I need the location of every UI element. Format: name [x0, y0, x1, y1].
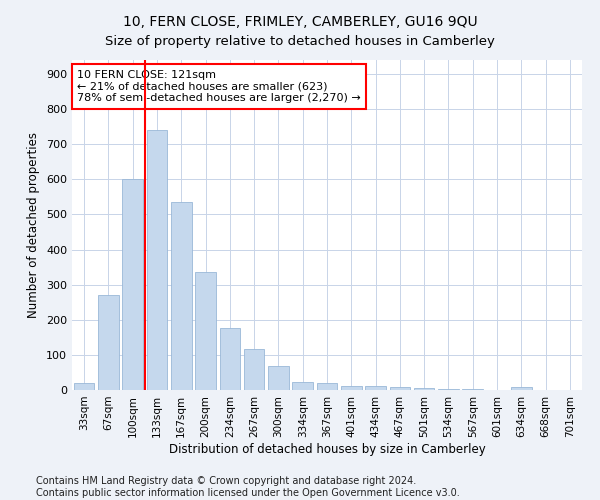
Bar	[195, 272, 216, 390]
Bar	[438, 388, 459, 390]
Y-axis label: Number of detached properties: Number of detached properties	[28, 132, 40, 318]
Bar	[220, 328, 240, 390]
Text: Size of property relative to detached houses in Camberley: Size of property relative to detached ho…	[105, 35, 495, 48]
Bar	[511, 387, 532, 390]
Bar	[365, 386, 386, 390]
Bar	[122, 180, 143, 390]
Bar	[98, 295, 119, 390]
Bar	[341, 386, 362, 390]
Text: 10 FERN CLOSE: 121sqm
← 21% of detached houses are smaller (623)
78% of semi-det: 10 FERN CLOSE: 121sqm ← 21% of detached …	[77, 70, 361, 103]
Bar	[171, 202, 191, 390]
Bar	[317, 383, 337, 390]
Text: 10, FERN CLOSE, FRIMLEY, CAMBERLEY, GU16 9QU: 10, FERN CLOSE, FRIMLEY, CAMBERLEY, GU16…	[122, 15, 478, 29]
Bar	[268, 366, 289, 390]
Bar	[292, 382, 313, 390]
X-axis label: Distribution of detached houses by size in Camberley: Distribution of detached houses by size …	[169, 442, 485, 456]
Bar	[146, 130, 167, 390]
Bar	[463, 388, 483, 390]
Bar	[414, 388, 434, 390]
Text: Contains HM Land Registry data © Crown copyright and database right 2024.
Contai: Contains HM Land Registry data © Crown c…	[36, 476, 460, 498]
Bar	[74, 383, 94, 390]
Bar	[244, 348, 265, 390]
Bar	[389, 387, 410, 390]
